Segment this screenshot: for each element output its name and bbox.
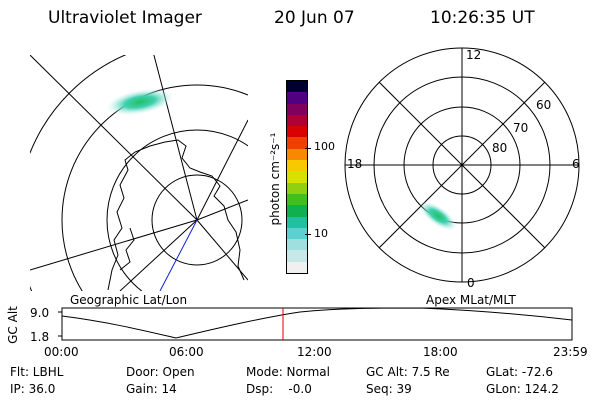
colorbar bbox=[286, 80, 308, 274]
colorbar-label-10: 10 bbox=[314, 227, 328, 240]
info-ip: IP: 36.0 bbox=[10, 382, 56, 396]
mlat-label-60: 60 bbox=[536, 98, 552, 112]
colorbar-tick-10 bbox=[305, 234, 311, 235]
timeline-xtick-0600: 06:00 bbox=[169, 345, 204, 359]
auroral-emission-geo bbox=[106, 88, 174, 116]
colorbar-segment bbox=[287, 160, 307, 172]
colorbar-segment bbox=[287, 261, 307, 273]
auroral-emission-apex bbox=[419, 201, 457, 231]
colorbar-segment bbox=[287, 216, 307, 228]
instrument-title: Ultraviolet Imager bbox=[48, 8, 202, 28]
colorbar-segment bbox=[287, 205, 307, 217]
colorbar-tick-100 bbox=[305, 148, 311, 149]
timeline-ytick-9: 9.0 bbox=[30, 306, 50, 320]
info-seq: Seq: 39 bbox=[366, 382, 412, 396]
colorbar-segment bbox=[287, 114, 307, 127]
colorbar-segment bbox=[287, 171, 307, 183]
colorbar-segment bbox=[287, 193, 307, 206]
colorbar-segment bbox=[287, 103, 307, 115]
mlt-label-6: 6 bbox=[572, 157, 580, 171]
info-gc-alt: GC Alt: 7.5 Re bbox=[366, 365, 450, 379]
timeline-xtick-1800: 18:00 bbox=[423, 345, 458, 359]
geographic-label: Geographic Lat/Lon bbox=[70, 293, 188, 307]
mlt-label-12: 12 bbox=[466, 48, 482, 62]
mlat-mlt-grid bbox=[344, 47, 580, 283]
info-dsp: Dsp: -0.0 bbox=[246, 382, 312, 396]
mlt-label-0: 0 bbox=[467, 276, 475, 290]
info-glat: GLat: -72.6 bbox=[486, 365, 553, 379]
colorbar-segment bbox=[287, 250, 307, 262]
colorbar-segment bbox=[287, 239, 307, 251]
colorbar-segment bbox=[287, 182, 307, 194]
colorbar-segment bbox=[287, 137, 307, 149]
colorbar-segment bbox=[287, 80, 307, 93]
timeline-xtick-0000: 00:00 bbox=[44, 345, 79, 359]
timeline-xtick-2359: 23:59 bbox=[553, 345, 588, 359]
timeline-xtick-1200: 12:00 bbox=[297, 345, 332, 359]
mlt-label-18: 18 bbox=[347, 157, 363, 171]
colorbar-unit-label: photon cm⁻²s⁻¹ bbox=[268, 132, 282, 226]
colorbar-segment bbox=[287, 92, 307, 104]
mlat-label-70: 70 bbox=[513, 121, 529, 135]
time-label: 10:26:35 UT bbox=[430, 8, 535, 28]
timeline-ylabel: GC Alt bbox=[5, 306, 20, 344]
info-glon: GLon: 124.2 bbox=[486, 382, 559, 396]
colorbar-segment bbox=[287, 126, 307, 138]
timeline-ytick-1.8: 1.8 bbox=[30, 330, 50, 344]
colorbar-segment bbox=[287, 227, 307, 240]
mlat-label-80: 80 bbox=[492, 141, 508, 155]
colorbar-segment bbox=[287, 148, 307, 161]
colorbar-label-100: 100 bbox=[314, 140, 335, 153]
apex-label: Apex MLat/MLT bbox=[426, 293, 516, 307]
info-flt: Flt: LBHL bbox=[10, 365, 64, 379]
info-gain: Gain: 14 bbox=[126, 382, 177, 396]
info-mode: Mode: Normal bbox=[246, 365, 330, 379]
date-label: 20 Jun 07 bbox=[274, 8, 355, 28]
info-door: Door: Open bbox=[126, 365, 195, 379]
